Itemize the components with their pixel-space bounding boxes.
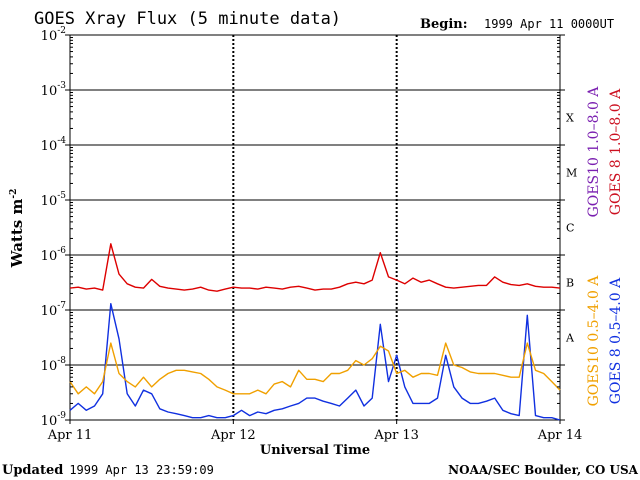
flare-class-label: X <box>566 112 574 125</box>
y-tick-base: 10 <box>41 304 58 319</box>
y-tick-label: 10-4 <box>41 136 67 154</box>
x-axis-label: Universal Time <box>260 443 370 458</box>
series-layer <box>69 243 561 421</box>
x-tick-label: Apr 11 <box>47 428 93 443</box>
decade-gridlines <box>70 89 560 366</box>
flare-class-label: M <box>566 167 577 180</box>
y-tick-exp: -9 <box>57 411 66 421</box>
y-tick-base: 10 <box>41 249 58 264</box>
y-tick-label: 10-2 <box>41 26 66 44</box>
y-tick-base: 10 <box>41 194 58 209</box>
x-axis: Apr 11 Apr 12 Apr 13 Apr 14 <box>47 420 583 443</box>
flare-class-label: C <box>566 222 574 235</box>
y-tick-exp: -3 <box>57 81 66 91</box>
y-axis-label: Watts m-2 <box>8 189 26 269</box>
y-tick-base: 10 <box>41 29 58 44</box>
y-tick-base: 10 <box>41 139 58 154</box>
updated-text: Updated 1999 Apr 13 23:59:09 <box>2 463 214 478</box>
y-tick-base: 10 <box>41 84 58 99</box>
updated-label: Updated <box>2 463 63 478</box>
x-tick-label: Apr 13 <box>373 428 419 443</box>
y-axis: 10-210-310-410-510-610-710-810-9 <box>41 26 565 429</box>
chart-title: GOES Xray Flux (5 minute data) <box>34 9 341 29</box>
x-tick-label: Apr 14 <box>537 428 583 443</box>
y-tick-label: 10-8 <box>41 356 67 374</box>
y-tick-exp: -2 <box>57 26 66 36</box>
y-tick-exp: -4 <box>57 136 66 146</box>
y-tick-exp: -8 <box>57 356 66 366</box>
y-axis-label-text: Watts m <box>8 199 26 269</box>
day-dividers <box>232 35 398 420</box>
y-tick-exp: -7 <box>57 301 66 311</box>
plot-frame <box>69 34 561 421</box>
series-line <box>69 243 561 292</box>
series-line <box>69 303 561 421</box>
legend-entry: GOES10 0.5–4.0 A <box>586 275 602 407</box>
header: GOES Xray Flux (5 minute data) Begin: 19… <box>34 9 614 32</box>
flare-class-label: B <box>566 277 574 290</box>
plot-area <box>69 34 561 421</box>
y-tick-exp: -6 <box>57 246 66 256</box>
legend-entry: GOES 8 0.5–4.0 A <box>608 277 624 404</box>
credit-text: NOAA/SEC Boulder, CO USA <box>448 463 639 477</box>
y-axis-title: Watts m-2 <box>8 189 26 269</box>
legend-top: GOES10 1.0–8.0 A GOES 8 1.0–8.0 A <box>586 86 624 218</box>
legend-entry: GOES10 1.0–8.0 A <box>586 86 602 218</box>
y-tick-label: 10-3 <box>41 81 67 99</box>
begin-value: 1999 Apr 11 0000UT <box>484 17 614 31</box>
begin-label: Begin: <box>420 17 468 32</box>
y-tick-exp: -5 <box>57 191 66 201</box>
series-line <box>69 342 561 395</box>
flare-class-label: A <box>565 332 575 345</box>
y-tick-label: 10-5 <box>41 191 67 209</box>
y-tick-label: 10-6 <box>41 246 67 264</box>
y-tick-base: 10 <box>41 414 58 429</box>
y-tick-label: 10-7 <box>41 301 67 319</box>
legend-entry: GOES 8 1.0–8.0 A <box>608 88 624 215</box>
y-tick-base: 10 <box>41 359 58 374</box>
updated-value: 1999 Apr 13 23:59:09 <box>69 463 214 477</box>
y-tick-label: 10-9 <box>41 411 67 429</box>
flare-class-labels: X M C B A <box>565 112 577 345</box>
footer: Updated 1999 Apr 13 23:59:09 NOAA/SEC Bou… <box>2 463 639 478</box>
y-axis-label-exp: -2 <box>9 189 19 199</box>
legend-bottom: GOES10 0.5–4.0 A GOES 8 0.5–4.0 A <box>586 275 624 407</box>
x-tick-label: Apr 12 <box>210 428 256 443</box>
